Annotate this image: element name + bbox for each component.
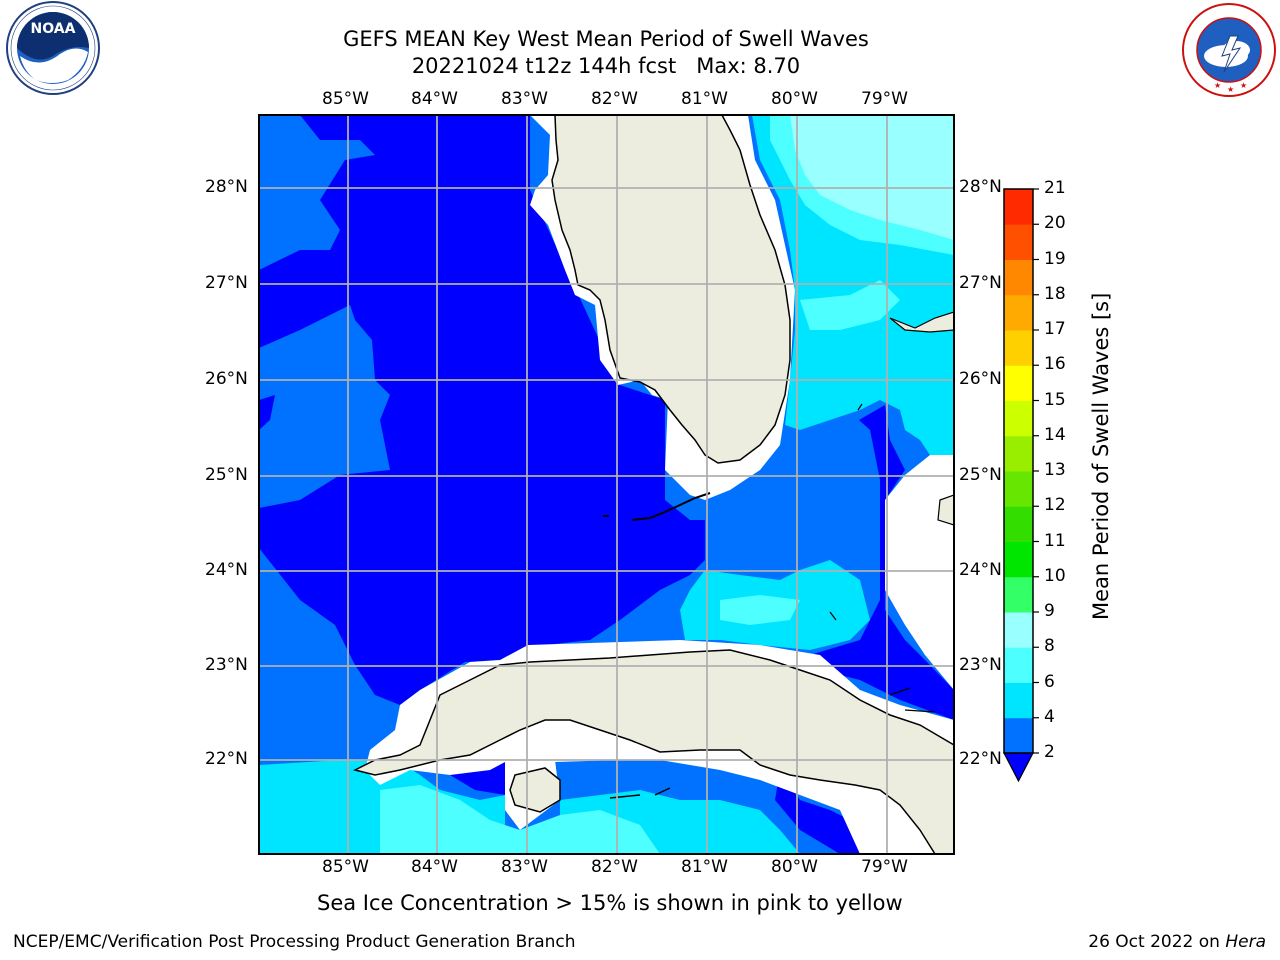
lat-label-left: 24°N	[205, 560, 248, 580]
lon-label-top: 83°W	[501, 89, 548, 109]
contour-8-9	[790, 115, 954, 240]
colorbar-tick-label: 9	[1044, 601, 1055, 621]
svg-text:★: ★	[1227, 85, 1234, 94]
lat-label-left: 28°N	[205, 177, 248, 197]
colorbar-tick-label: 14	[1044, 424, 1066, 445]
masked-bahamas	[885, 455, 954, 690]
footer-credit: NCEP/EMC/Verification Post Processing Pr…	[13, 932, 576, 952]
lat-label-left: 25°N	[205, 465, 248, 485]
small-islands	[829, 403, 863, 621]
lon-label-top: 84°W	[411, 89, 458, 109]
colorbar-tick-label: 19	[1044, 248, 1066, 269]
lon-label-bottom: 79°W	[861, 857, 908, 877]
colorbar-tick-label: 13	[1044, 460, 1066, 480]
colorbar-tick-label: 2	[1044, 742, 1055, 762]
florida-keys	[631, 492, 711, 521]
lon-label-top: 80°W	[771, 89, 818, 109]
contour-0-2	[259, 115, 705, 705]
land-florida	[551, 115, 791, 464]
lat-label-right: 26°N	[959, 369, 1002, 389]
map-subtitle: 20221024 t12z 144h fcst Max: 8.70	[411, 54, 801, 78]
colorbar-segment	[1004, 576, 1033, 613]
colorbar-segment	[1004, 471, 1033, 507]
colorbar-segment	[1004, 365, 1033, 401]
lat-label-left: 27°N	[205, 273, 248, 293]
colorbar-segment	[1004, 682, 1033, 719]
footer-machine: Hera	[1225, 932, 1266, 952]
lat-label-left: 26°N	[205, 369, 248, 389]
contour-0-2-southeast	[775, 770, 860, 854]
colorbar-extend-triangle	[1003, 752, 1034, 783]
lat-label-right: 24°N	[959, 560, 1002, 580]
footer-date: 26 Oct 2022 on Hera	[1088, 932, 1266, 952]
footer-date-text: 26 Oct 2022 on	[1088, 932, 1226, 952]
lon-label-bottom: 85°W	[322, 857, 369, 877]
lat-label-right: 23°N	[959, 655, 1002, 675]
colorbar-segment	[1004, 294, 1033, 331]
colorbar	[1003, 188, 1039, 783]
nws-logo: ★ ★ ★	[1182, 3, 1276, 97]
lat-label-right: 25°N	[959, 465, 1002, 485]
colorbar-segment	[1004, 647, 1033, 683]
lon-label-top: 81°W	[681, 89, 728, 109]
colorbar-segment	[1004, 259, 1033, 296]
colorbar-tick-label: 17	[1044, 319, 1066, 339]
colorbar-segment	[1004, 717, 1033, 754]
contour-6-8-south	[380, 785, 660, 854]
colorbar-segment	[1004, 330, 1033, 366]
land-isla-juventud	[509, 767, 561, 813]
colorbar-segment	[1004, 506, 1033, 542]
land-andros	[937, 494, 954, 526]
colorbar-tick-label: 15	[1044, 389, 1066, 410]
land-grand-bahama	[889, 311, 954, 333]
colorbar-tick-label: 16	[1044, 354, 1066, 375]
cuba-north-cays	[889, 687, 936, 713]
lon-label-bottom: 80°W	[771, 857, 818, 877]
lon-label-bottom: 82°W	[591, 857, 638, 877]
lon-label-top: 82°W	[591, 89, 638, 109]
lat-label-right: 22°N	[959, 749, 1002, 769]
contour-6-8-straits	[720, 595, 800, 625]
colorbar-tick-label: 6	[1044, 671, 1055, 692]
lon-label-top: 85°W	[322, 89, 369, 109]
colorbar-tick-label: 20	[1044, 213, 1066, 234]
lon-label-top: 79°W	[861, 89, 908, 109]
lon-label-bottom: 83°W	[501, 857, 548, 877]
colorbar-tick-label: 8	[1044, 636, 1055, 657]
land-cuba	[352, 649, 954, 854]
colorbar-segment	[1004, 435, 1033, 472]
cuba-south-cays	[609, 787, 671, 799]
lat-label-right: 28°N	[959, 177, 1002, 197]
lon-label-bottom: 84°W	[411, 857, 458, 877]
lon-label-bottom: 81°W	[681, 857, 728, 877]
map-frame	[258, 114, 955, 855]
contour-0-2-west	[259, 395, 275, 430]
colorbar-tick-label: 12	[1044, 495, 1066, 516]
colorbar-segment	[1004, 224, 1033, 260]
lat-label-left: 23°N	[205, 655, 248, 675]
sea-ice-caption: Sea Ice Concentration > 15% is shown in …	[317, 891, 903, 915]
svg-text:★: ★	[1240, 81, 1247, 90]
colorbar-tick-label: 4	[1044, 706, 1055, 727]
lat-label-left: 22°N	[205, 749, 248, 769]
contour-6-8-bahamas	[800, 280, 900, 330]
colorbar-title: Mean Period of Swell Waves [s]	[1089, 292, 1113, 620]
colorbar-segment	[1004, 541, 1033, 578]
noaa-logo: NOAA	[6, 1, 100, 95]
colorbar-tick-label: 11	[1044, 530, 1066, 551]
colorbar-tick-label: 18	[1044, 283, 1066, 304]
svg-text:★: ★	[1214, 81, 1221, 90]
svg-text:NOAA: NOAA	[31, 21, 76, 37]
lat-label-right: 27°N	[959, 273, 1002, 293]
colorbar-tick-label: 10	[1044, 565, 1066, 586]
graticule	[259, 115, 954, 854]
map-title: GEFS MEAN Key West Mean Period of Swell …	[343, 27, 869, 51]
colorbar-segment	[1004, 612, 1033, 648]
colorbar-tick-label: 21	[1044, 178, 1066, 198]
colorbar-segment	[1004, 189, 1033, 225]
contour-0-2-east	[810, 405, 954, 720]
colorbar-segment	[1004, 400, 1033, 437]
